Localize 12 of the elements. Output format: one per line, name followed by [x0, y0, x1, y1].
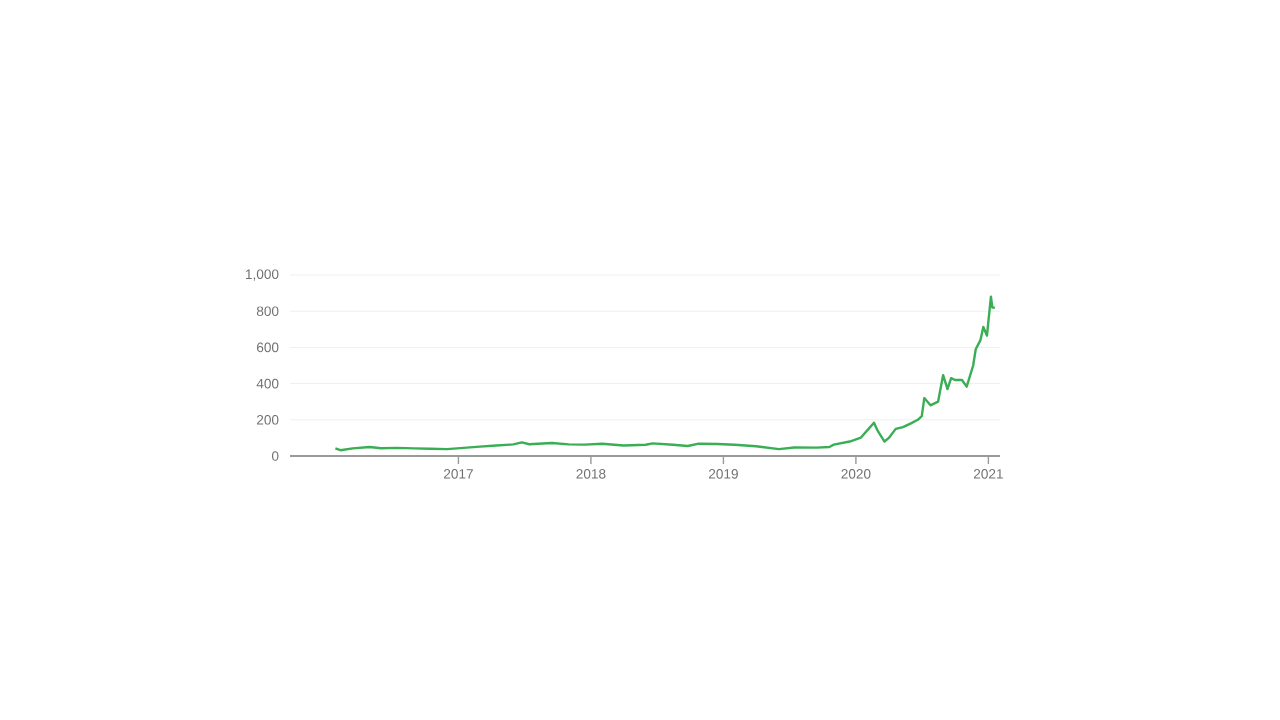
y-tick-label: 1,000 [245, 269, 279, 281]
y-tick-label: 600 [256, 342, 279, 353]
x-tick-label: 2020 [841, 469, 871, 479]
y-tick-label: 0 [271, 451, 279, 461]
x-tick-label: 2018 [576, 469, 606, 479]
x-tick-label: 2021 [973, 469, 1003, 479]
y-tick-label: 200 [256, 414, 279, 425]
line-series [334, 295, 997, 452]
x-tick-label: 2019 [708, 469, 738, 479]
y-tick-label: 800 [256, 306, 279, 317]
y-tick-label: 400 [256, 378, 279, 389]
x-tick-label: 2017 [443, 469, 473, 479]
